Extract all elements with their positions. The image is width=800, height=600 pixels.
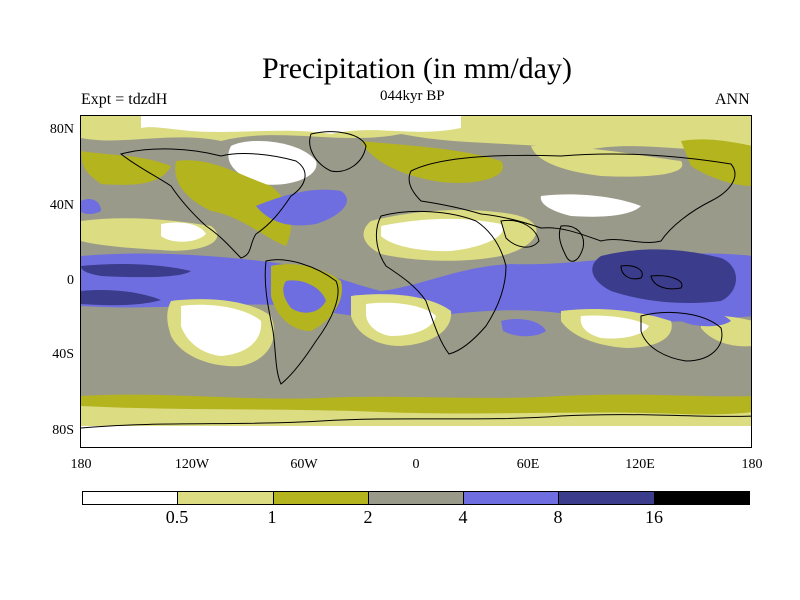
colorbar-label-3: 4	[458, 507, 468, 527]
colorbar-box-5	[559, 492, 655, 504]
x-label-0: 0	[412, 457, 420, 472]
time-label: 044kyr BP	[380, 88, 445, 104]
precipitation-map	[80, 115, 752, 448]
x-label-60e: 60E	[516, 457, 540, 472]
experiment-label: Expt = tdzdH	[81, 91, 168, 108]
y-label-80n: 80N	[49, 122, 74, 137]
y-label-40s: 40S	[52, 347, 74, 362]
y-label-80s: 80S	[52, 423, 74, 438]
plot-title: Precipitation (in mm/day)	[262, 52, 572, 85]
colorbar-box-1	[178, 492, 274, 504]
colorbar-label-0: 0.5	[165, 507, 189, 527]
x-label-120e: 120E	[625, 457, 655, 472]
colorbar-box-2	[273, 492, 369, 504]
colorbar-label-5: 16	[645, 507, 663, 527]
colorbar-label-4: 8	[553, 507, 563, 527]
x-label-180w: 180	[70, 457, 92, 472]
season-label: ANN	[715, 91, 750, 108]
x-label-180e: 180	[741, 457, 763, 472]
colorbar-label-2: 2	[363, 507, 373, 527]
x-label-120w: 120W	[174, 457, 210, 472]
y-label-40n: 40N	[49, 198, 74, 213]
colorbar-box-0	[83, 492, 179, 504]
colorbar-box-4	[464, 492, 560, 504]
colorbar-label-1: 1	[267, 507, 277, 527]
x-label-60w: 60W	[290, 457, 318, 472]
colorbar-box-3	[368, 492, 465, 504]
colorbar	[82, 491, 750, 505]
y-label-0: 0	[67, 273, 74, 288]
colorbar-box-6	[654, 492, 749, 504]
